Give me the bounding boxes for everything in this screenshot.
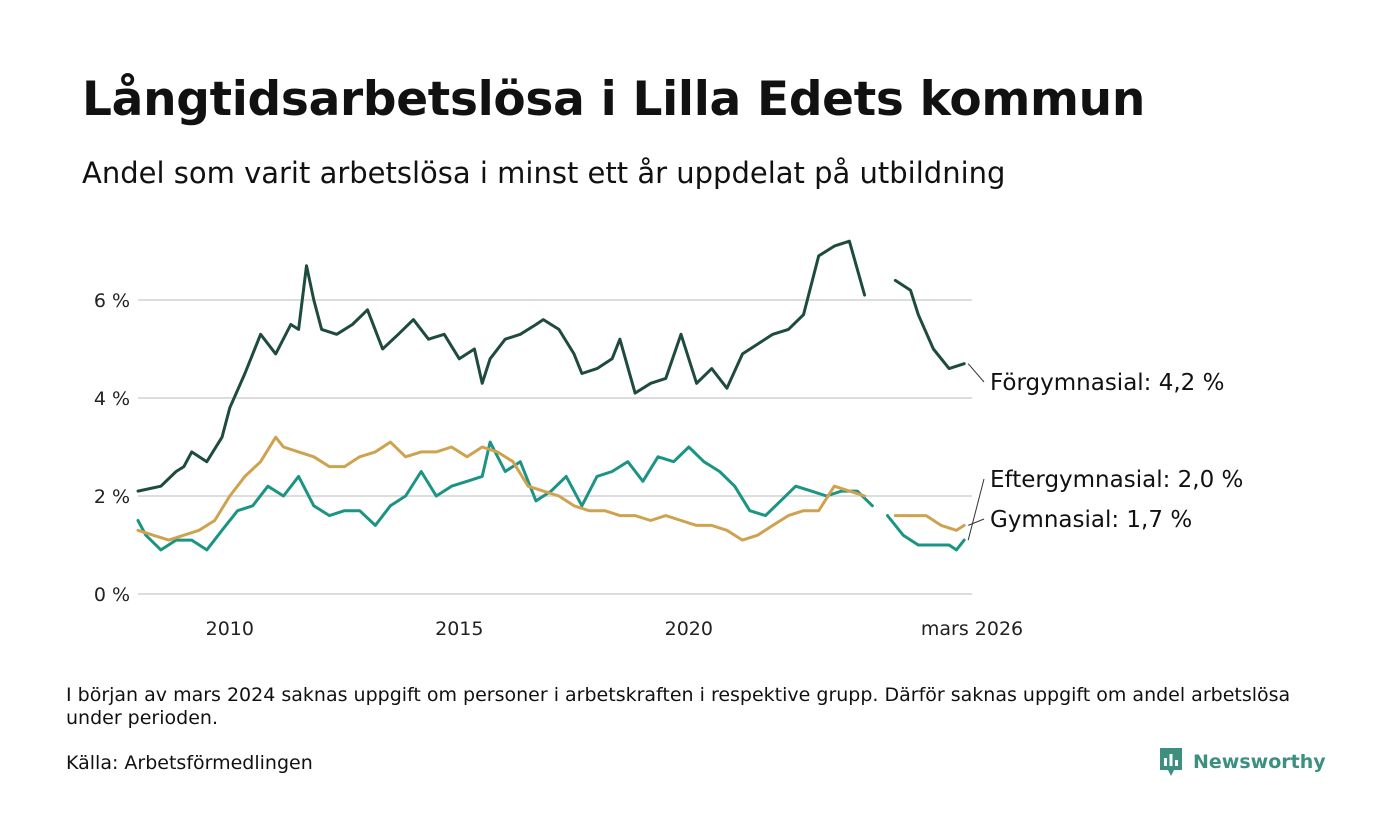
label-leader-line xyxy=(967,478,985,541)
end-label-eftergymnasial: Eftergymnasial: 2,0 % xyxy=(990,467,1243,493)
series-line-eftergymnasial xyxy=(136,440,874,552)
source-text: Källa: Arbetsförmedlingen xyxy=(66,752,313,774)
brand-logo[interactable]: Newsworthy xyxy=(1158,746,1326,778)
footnote: I början av mars 2024 saknas uppgift om … xyxy=(66,684,1291,729)
series-line-förgymnasial xyxy=(136,239,867,493)
newsworthy-icon xyxy=(1160,748,1182,776)
series-line-gymnasial xyxy=(136,435,867,542)
x-tick-label: 2020 xyxy=(665,618,713,640)
series-lines xyxy=(136,239,966,552)
label-leader-line xyxy=(968,518,985,526)
series-line-eftergymnasial xyxy=(886,514,966,552)
series-line-förgymnasial xyxy=(893,278,966,371)
x-axis-labels: 2010 2015 2020 mars 2026 xyxy=(206,618,1024,640)
y-tick-label: 6 % xyxy=(94,290,130,312)
end-label-gymnasial: Gymnasial: 1,7 % xyxy=(990,507,1192,533)
gridlines xyxy=(138,299,972,595)
line-chart: 0 % 2 % 4 % 6 % 2010 2015 2020 mars 2026 Förgy… xyxy=(94,239,1243,640)
x-tick-label: 2015 xyxy=(435,618,483,640)
brand-name: Newsworthy xyxy=(1193,751,1326,773)
y-axis-labels: 0 % 2 % 4 % 6 % xyxy=(94,290,130,606)
chart-title: Långtidsarbetslösa i Lilla Edets kommun xyxy=(82,72,1145,127)
series-line-gymnasial xyxy=(893,514,966,532)
x-tick-label: mars 2026 xyxy=(921,618,1023,640)
end-labels: Förgymnasial: 4,2 % Eftergymnasial: 2,0 %… xyxy=(967,363,1243,541)
y-tick-label: 4 % xyxy=(94,388,130,410)
x-tick-label: 2010 xyxy=(206,618,254,640)
end-label-förgymnasial: Förgymnasial: 4,2 % xyxy=(990,370,1224,396)
chart-subtitle: Andel som varit arbetslösa i minst ett å… xyxy=(82,156,1006,190)
y-tick-label: 2 % xyxy=(94,486,130,508)
y-tick-label: 0 % xyxy=(94,584,130,606)
label-leader-line xyxy=(967,363,985,383)
